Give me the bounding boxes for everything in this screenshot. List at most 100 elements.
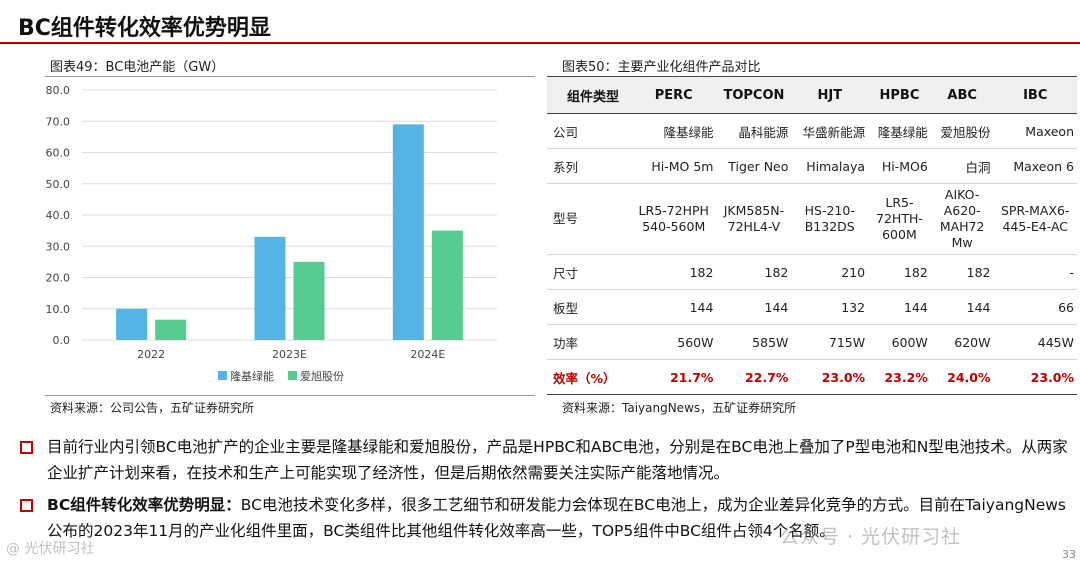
table-cell: 600W: [868, 324, 931, 360]
table-cell: Maxeon 6: [993, 148, 1077, 184]
table-cell: 182: [930, 254, 994, 290]
legend-label: 爱旭股份: [300, 369, 344, 383]
bullet-list: 目前行业内引领BC电池扩产的企业主要是隆基绿能和爱旭股份，产品是HPBC和ABC…: [18, 434, 1078, 550]
row-label: 系列: [547, 148, 631, 184]
x-tick-label: 2023E: [272, 348, 307, 361]
bullet-text: 目前行业内引领BC电池扩产的企业主要是隆基绿能和爱旭股份，产品是HPBC和ABC…: [47, 438, 1068, 482]
figure50-caption: 图表50：主要产业化组件产品对比: [562, 60, 761, 75]
model-cell: LR5-72HPH 540-560M: [630, 183, 717, 255]
table-cell: 22.7%: [716, 359, 792, 395]
figure50-source: 资料来源：TaiyangNews，五矿证券研究所: [562, 401, 797, 415]
capacity-bar-chart: 0.0 10.0 20.0 30.0 40.0 50.0 60.0 70.0 80.0 2022 2…: [46, 84, 497, 383]
table-row: 型号 LR5-72HPH 540-560M JKM585N- 72HL4-V HS-…: [547, 183, 1077, 255]
table-cell: Himalaya: [791, 148, 869, 184]
legend-label: 隆基绿能: [230, 369, 274, 383]
table-cell: 23.0%: [993, 359, 1077, 395]
watermark: 公众号 · 光伏研习社: [780, 526, 962, 548]
bar-隆基绿能-2023E: [254, 236, 286, 340]
model-cell: JKM585N- 72HL4-V: [716, 183, 792, 255]
table-cell: 715W: [791, 324, 869, 360]
table-cell: 620W: [930, 324, 994, 360]
row-label: 板型: [547, 289, 631, 325]
watermark-left: @ 光伏研习社: [6, 541, 95, 557]
model-cell: LR5- 72HTH- 600M: [868, 183, 931, 255]
table-cell: 182: [630, 254, 717, 290]
table-row: 板型 144 144 132 144 144 66: [547, 289, 1077, 325]
table-cell: 144: [868, 289, 931, 325]
page-title: BC组件转化效率优势明显: [18, 16, 271, 41]
title-divider: [0, 42, 1080, 44]
header-cell: ABC: [930, 76, 994, 114]
y-tick-label: 30.0: [46, 240, 71, 253]
table-cell: 445W: [993, 324, 1077, 360]
table-cell: 23.2%: [868, 359, 931, 395]
table-cell: 爱旭股份: [930, 113, 994, 149]
table-header-row: 组件类型 PERC TOPCON HJT HPBC ABC IBC: [547, 76, 1077, 114]
table-cell: Hi-MO 5m: [630, 148, 717, 184]
table-cell: 182: [716, 254, 792, 290]
table-cell: 白洞: [930, 148, 994, 184]
header-cell: HPBC: [868, 76, 931, 114]
table-cell: 144: [716, 289, 792, 325]
table-cell: 华盛新能源: [791, 113, 869, 149]
table-cell: 210: [791, 254, 869, 290]
table-cell: 560W: [630, 324, 717, 360]
bar-爱旭股份-2023E: [293, 261, 325, 340]
figure49-source: 资料来源：公司公告，五矿证券研究所: [50, 401, 255, 415]
table-cell: 144: [630, 289, 717, 325]
y-tick-label: 60.0: [46, 147, 71, 160]
x-tick-label: 2024E: [410, 348, 445, 361]
y-tick-label: 80.0: [46, 84, 71, 97]
row-label: 效率（%）: [547, 359, 631, 395]
table-row: 公司 隆基绿能 晶科能源 华盛新能源 隆基绿能 爱旭股份 Maxeon: [547, 113, 1077, 149]
y-tick-label: 50.0: [46, 178, 71, 191]
y-tick-label: 20.0: [46, 272, 71, 285]
model-cell: AIKO- A620- MAH72 Mw: [930, 183, 994, 255]
table-cell: 585W: [716, 324, 792, 360]
table-cell: 隆基绿能: [868, 113, 931, 149]
table-cell: Hi-MO6: [868, 148, 931, 184]
header-cell: TOPCON: [716, 76, 792, 114]
bar-隆基绿能-2022: [116, 308, 148, 340]
table-cell: 66: [993, 289, 1077, 325]
table-cell: 132: [791, 289, 869, 325]
header-cell: IBC: [993, 76, 1077, 114]
row-label: 公司: [547, 113, 631, 149]
header-cell: HJT: [791, 76, 869, 114]
table-row: 尺寸 182 182 210 182 182 -: [547, 254, 1077, 290]
bullet-text: BC电池技术变化多样，很多工艺细节和研发能力会体现在BC电池上，成为企业差异化竞…: [47, 496, 1066, 540]
y-tick-label: 40.0: [46, 209, 71, 222]
row-label: 型号: [547, 183, 631, 255]
bar-爱旭股份-2022: [155, 319, 187, 340]
y-tick-label: 10.0: [46, 303, 71, 316]
legend-swatch: [288, 371, 297, 380]
table-cell: 182: [868, 254, 931, 290]
table-cell: 晶科能源: [716, 113, 792, 149]
square-bullet-icon: [20, 499, 33, 512]
y-tick-label: 0.0: [53, 334, 71, 347]
table-cell: 21.7%: [630, 359, 717, 395]
bullet-heading: BC组件转化效率优势明显：: [47, 496, 241, 514]
table-cell: Tiger Neo: [716, 148, 792, 184]
bar-隆基绿能-2024E: [392, 124, 424, 340]
figure49-bottom-rule: [45, 395, 535, 396]
efficiency-row: 效率（%） 21.7% 22.7% 23.0% 23.2% 24.0% 23.0…: [547, 359, 1077, 395]
model-cell: HS-210- B132DS: [791, 183, 869, 255]
table-row: 系列 Hi-MO 5m Tiger Neo Himalaya Hi-MO6 白洞…: [547, 148, 1077, 184]
table-cell: -: [993, 254, 1077, 290]
row-label: 功率: [547, 324, 631, 360]
figure49-top-rule: [45, 76, 535, 77]
table-cell: 隆基绿能: [630, 113, 717, 149]
table-row: 功率 560W 585W 715W 600W 620W 445W: [547, 324, 1077, 360]
figure49-caption: 图表49：BC电池产能（GW）: [50, 60, 225, 75]
module-comparison-table: 组件类型 PERC TOPCON HJT HPBC ABC IBC 公司 隆基绿…: [547, 76, 1077, 395]
legend-swatch: [218, 371, 227, 380]
row-label: 尺寸: [547, 254, 631, 290]
square-bullet-icon: [20, 441, 33, 454]
header-cell: 组件类型: [547, 76, 631, 114]
bullet-item: BC组件转化效率优势明显：BC电池技术变化多样，很多工艺细节和研发能力会体现在B…: [18, 492, 1078, 544]
page-number: 33: [1062, 548, 1076, 561]
header-cell: PERC: [630, 76, 717, 114]
x-tick-label: 2022: [137, 348, 165, 361]
bullet-item: 目前行业内引领BC电池扩产的企业主要是隆基绿能和爱旭股份，产品是HPBC和ABC…: [18, 434, 1078, 486]
